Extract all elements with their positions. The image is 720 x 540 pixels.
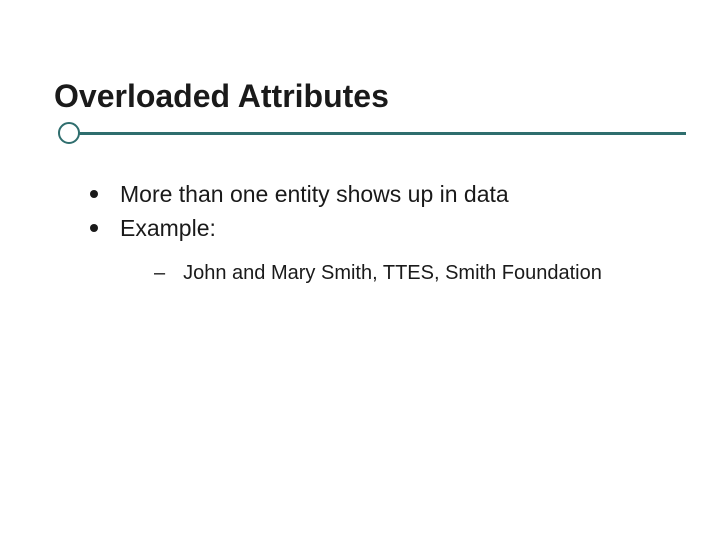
bullet-item: More than one entity shows up in data — [90, 180, 666, 210]
accent-horizontal-rule — [72, 132, 686, 135]
slide-title: Overloaded Attributes — [54, 78, 666, 115]
bullet-list: More than one entity shows up in data Ex… — [54, 180, 666, 286]
slide-container: Overloaded Attributes More than one enti… — [0, 0, 720, 540]
bullet-dot-icon — [90, 224, 98, 232]
sub-bullet-text: John and Mary Smith, TTES, Smith Foundat… — [183, 260, 602, 286]
bullet-dot-icon — [90, 190, 98, 198]
accent-line — [54, 121, 666, 146]
bullet-item: Example: — [90, 214, 666, 244]
accent-circle — [58, 122, 80, 144]
dash-icon: – — [154, 260, 165, 286]
bullet-text: More than one entity shows up in data — [120, 180, 509, 210]
bullet-text: Example: — [120, 214, 216, 244]
sub-bullet-list: – John and Mary Smith, TTES, Smith Found… — [90, 260, 666, 286]
sub-bullet-item: – John and Mary Smith, TTES, Smith Found… — [154, 260, 666, 286]
